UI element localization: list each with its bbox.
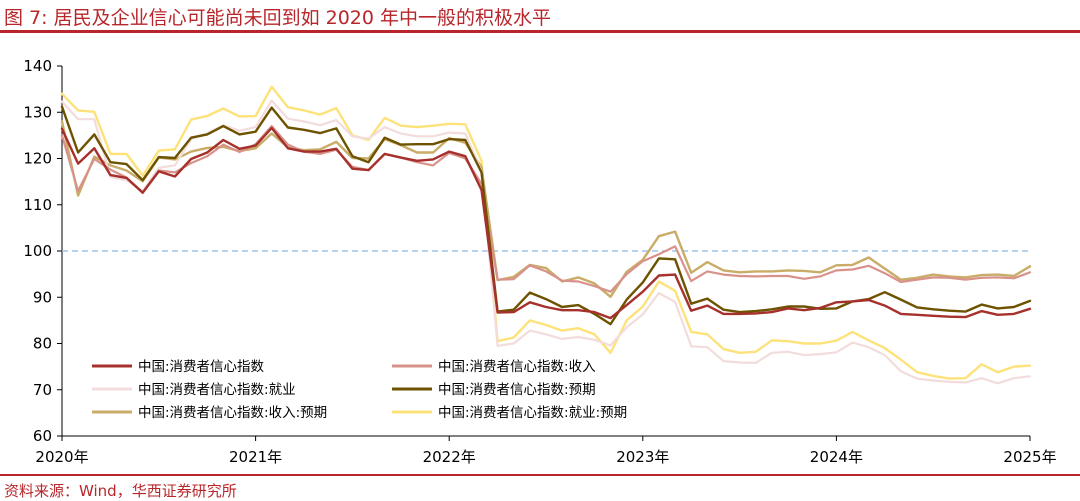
series-line-6	[60, 85, 1032, 380]
series-line-3	[60, 99, 1032, 385]
footer-rule	[0, 474, 1080, 476]
x-tick-label: 2025年	[1003, 448, 1056, 466]
y-tick-label: 110	[23, 196, 52, 214]
title-rule	[0, 30, 1080, 33]
x-tick-label: 2024年	[810, 448, 863, 466]
y-tick-label: 130	[23, 103, 52, 121]
y-tick-label: 120	[23, 150, 52, 168]
series-line-4	[60, 105, 1032, 326]
chart-header: 图 7: 居民及企业信心可能尚未回到如 2020 年中一般的积极水平	[0, 0, 1080, 34]
y-tick-label: 100	[23, 242, 52, 260]
y-tick-label: 70	[33, 381, 52, 399]
y-tick-label: 140	[23, 57, 52, 75]
x-tick-label: 2021年	[229, 448, 282, 466]
y-tick-label: 60	[33, 427, 52, 445]
series-line-2	[60, 124, 1032, 293]
legend-label-6: 中国:消费者信心指数:就业:预期	[438, 405, 627, 421]
series-line-1	[60, 126, 1032, 320]
x-tick-label: 2022年	[423, 448, 476, 466]
chart-title: 图 7: 居民及企业信心可能尚未回到如 2020 年中一般的积极水平	[4, 7, 552, 29]
x-tick-label: 2020年	[35, 448, 88, 466]
legend-label-3: 中国:消费者信心指数:就业	[138, 382, 296, 398]
series-line-5	[60, 120, 1032, 298]
legend-label-2: 中国:消费者信心指数:收入	[438, 359, 596, 375]
x-tick-label: 2023年	[616, 448, 669, 466]
legend-label-1: 中国:消费者信心指数	[138, 359, 265, 375]
y-tick-label: 90	[33, 288, 52, 306]
legend-label-5: 中国:消费者信心指数:收入:预期	[138, 405, 327, 421]
chart-footer: 资料来源：Wind，华西证券研究所	[0, 474, 1080, 501]
source-note: 资料来源：Wind，华西证券研究所	[4, 482, 237, 500]
legend-label-4: 中国:消费者信心指数:预期	[438, 382, 596, 398]
y-tick-label: 80	[33, 335, 52, 353]
line-chart: 60 70 80 90 100 110 120 130 140 2020年 2021年 2022年 20…	[23, 57, 1056, 466]
